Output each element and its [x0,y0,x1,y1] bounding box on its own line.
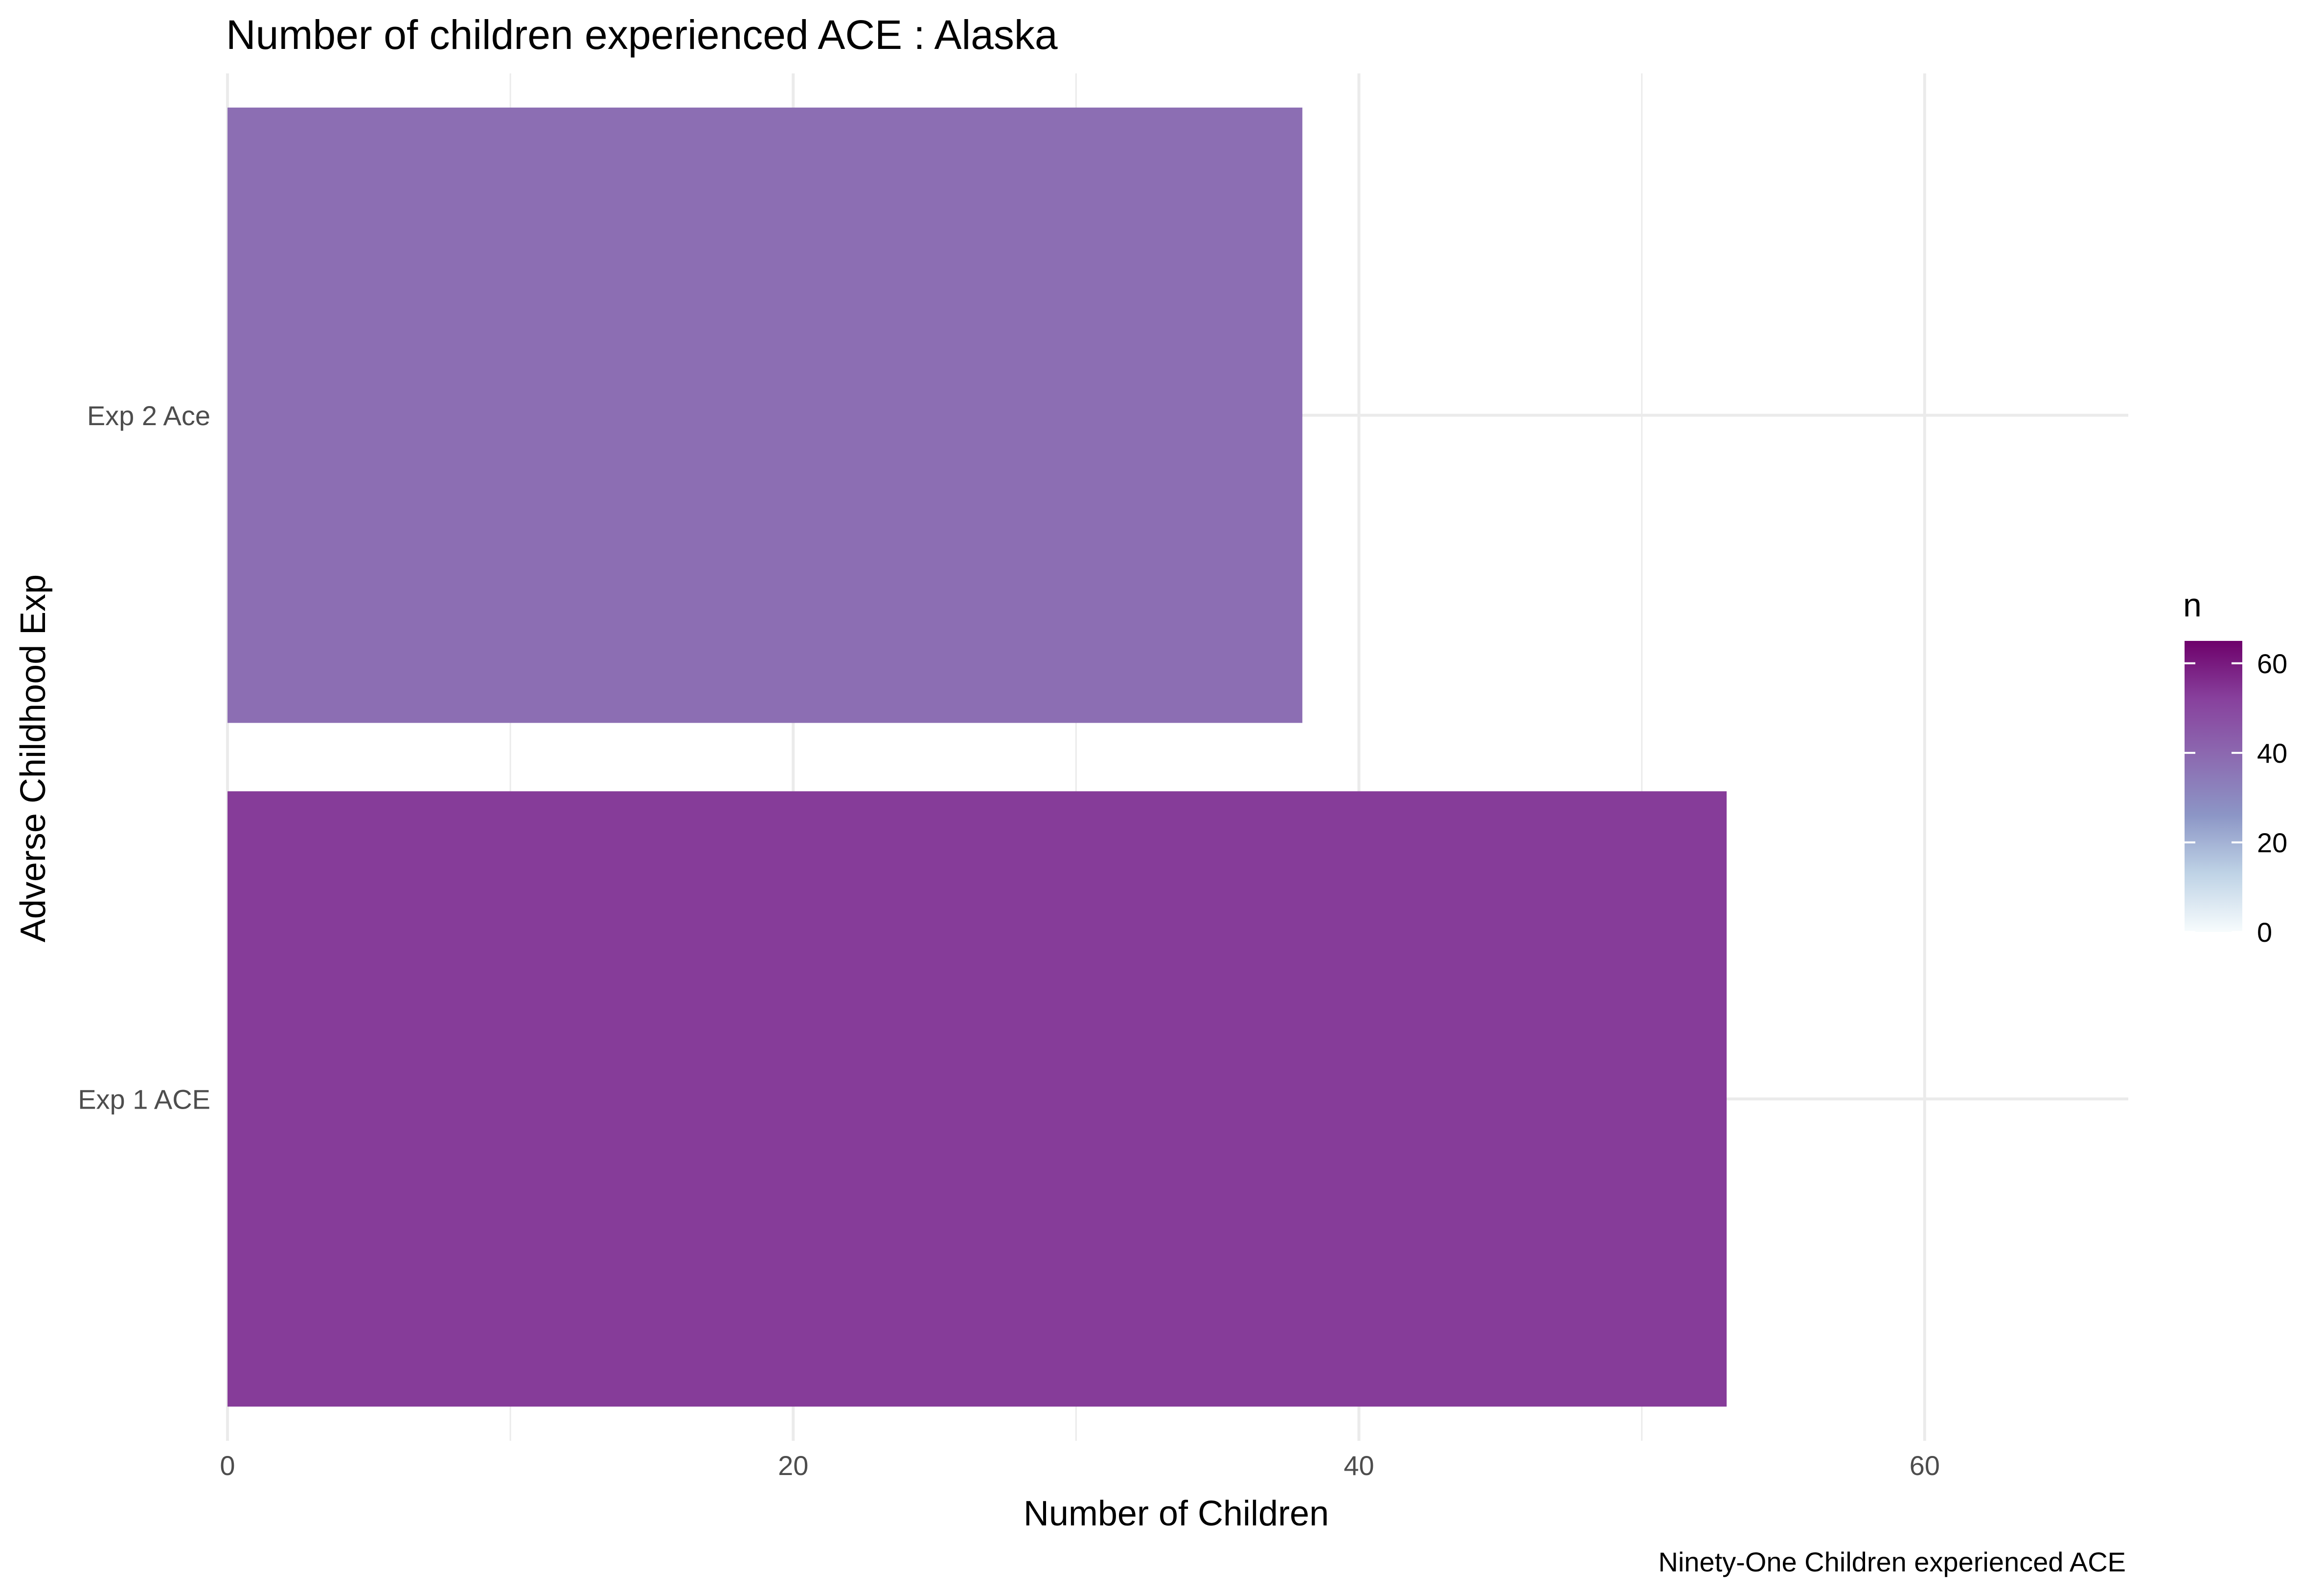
y-axis-title: Adverse Childhood Exp [14,574,53,942]
legend-title: n [2183,587,2202,624]
y-tick-label: Exp 1 ACE [78,1084,210,1114]
chart-title: Number of children experienced ACE : Ala… [226,12,1058,58]
legend-tick-label: 60 [2257,648,2287,679]
x-tick-label: 60 [1910,1450,1940,1481]
x-tick-label: 0 [220,1450,235,1481]
legend-tick-label: 40 [2257,738,2287,769]
legend-tick-label: 0 [2257,917,2272,948]
legend-ticks: 0 20 40 60 [2185,648,2287,948]
x-tick-label: 20 [778,1450,808,1481]
bar [228,791,1727,1407]
legend-colorbar [2185,641,2242,932]
x-axis-title: Number of Children [1024,1494,1329,1533]
x-tick-labels: 0 20 40 60 [220,1450,1939,1481]
bars [228,107,1727,1407]
x-tick-label: 40 [1344,1450,1374,1481]
y-tick-label: Exp 2 Ace [87,400,210,431]
color-legend: n 0 20 40 60 [2183,587,2287,948]
bar [228,107,1302,723]
chart-caption: Ninety-One Children experienced ACE [1658,1546,2126,1577]
y-tick-labels: Exp 1 ACE Exp 2 Ace [78,400,210,1115]
legend-tick-label: 20 [2257,827,2287,858]
